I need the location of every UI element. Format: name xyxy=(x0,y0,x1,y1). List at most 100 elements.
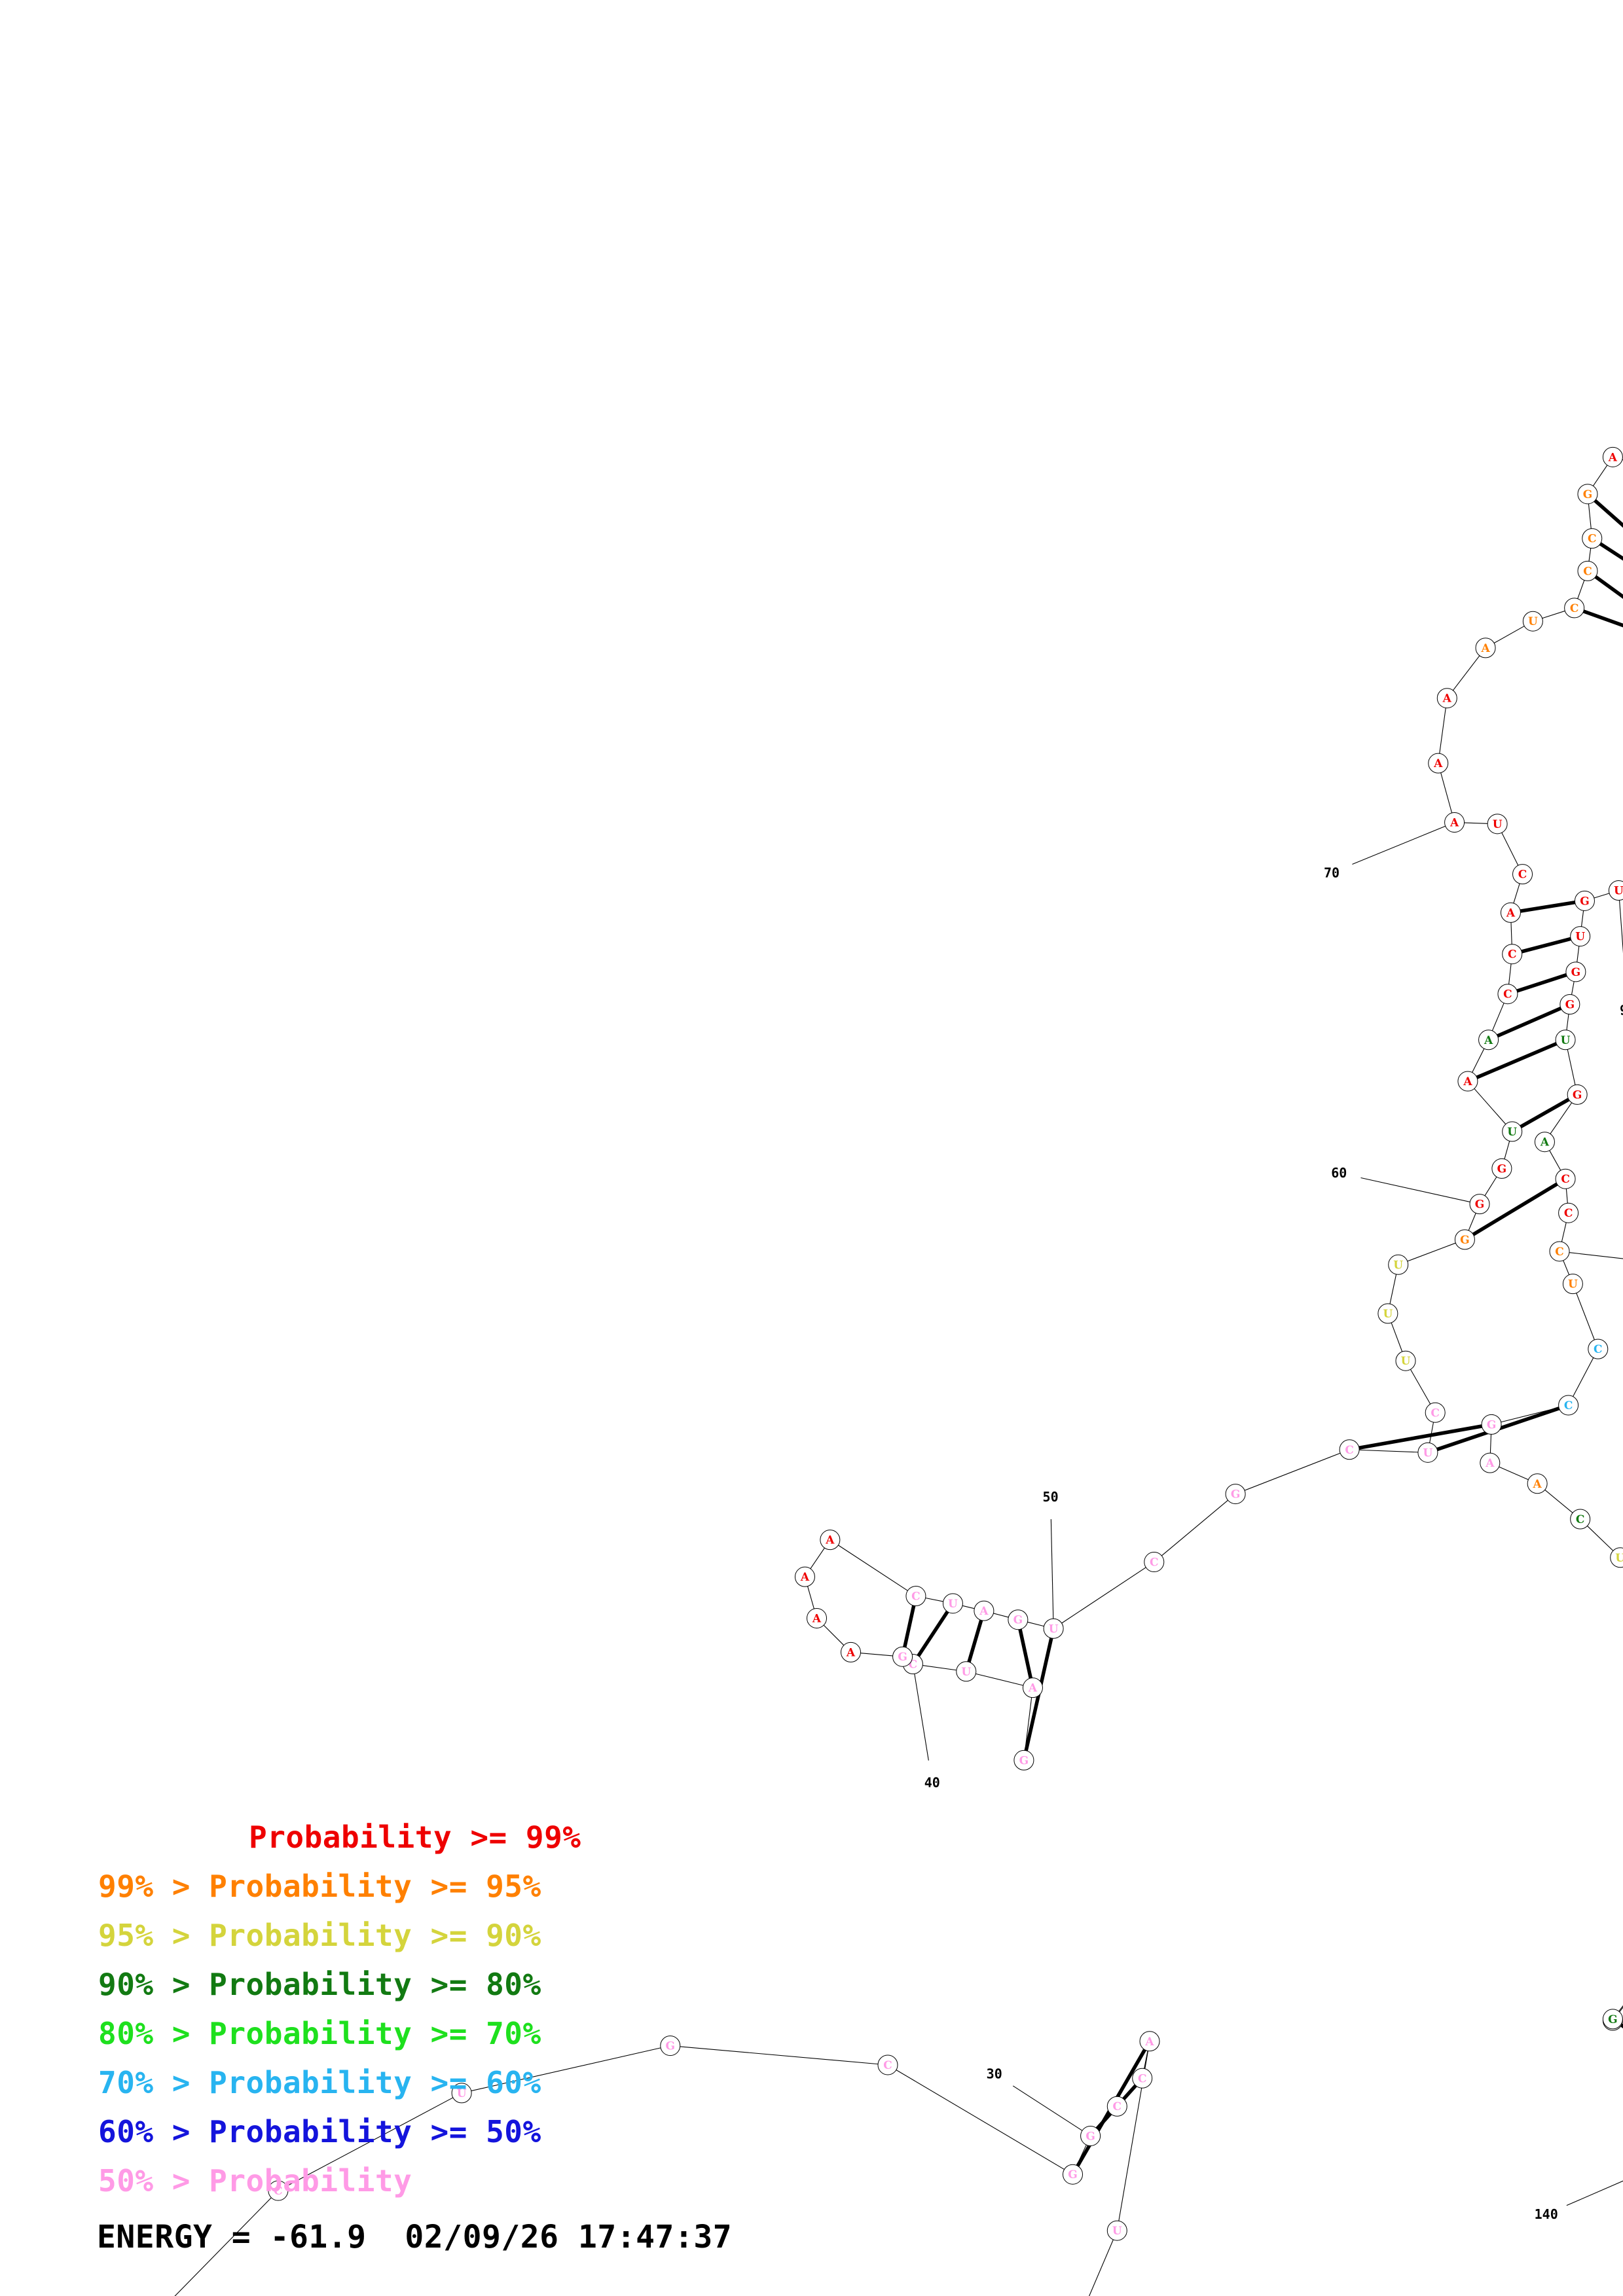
nucleotide-76[interactable]: C xyxy=(1577,560,1598,581)
nucleotide-55[interactable]: C xyxy=(1425,1402,1446,1423)
backbone-segment xyxy=(1588,503,1592,529)
nucleotide-99[interactable]: C xyxy=(1558,1202,1579,1223)
backbone-segment xyxy=(1407,1242,1456,1262)
nucleotide-48[interactable]: A xyxy=(974,1600,994,1621)
nucleotide-97[interactable]: A xyxy=(1534,1132,1555,1153)
nucleotide-37[interactable]: G xyxy=(1013,1749,1034,1770)
nucleotide-72[interactable]: A xyxy=(1436,688,1457,709)
nucleotide-circle xyxy=(1481,1414,1502,1435)
nucleotide-letter: A xyxy=(812,1612,822,1625)
nucleotide-101[interactable]: U xyxy=(1562,1274,1583,1295)
nucleotide-circle xyxy=(1577,560,1598,581)
nucleotide-66[interactable]: C xyxy=(1502,944,1523,965)
nucleotide-70[interactable]: A xyxy=(1444,812,1465,833)
nucleotide-95[interactable]: U xyxy=(1555,1030,1576,1050)
nucleotide-103[interactable]: C xyxy=(1558,1395,1579,1416)
nucleotide-25[interactable]: C xyxy=(268,2180,289,2201)
nucleotide-47[interactable]: U xyxy=(942,1593,963,1614)
nucleotide-27[interactable]: G xyxy=(660,2036,681,2056)
nucleotide-circle xyxy=(1549,1241,1570,1262)
nucleotide-50[interactable]: U xyxy=(1043,1618,1064,1639)
legend-row-5: 70% > Probability >= 60% xyxy=(98,2065,541,2100)
nucleotide-73[interactable]: A xyxy=(1475,637,1496,658)
legend-row-3: 90% > Probability >= 80% xyxy=(98,1967,541,2002)
nucleotide-44[interactable]: A xyxy=(794,1566,815,1587)
nucleotide-90[interactable]: U xyxy=(1608,880,1623,901)
nucleotide-29[interactable]: G xyxy=(1063,2164,1083,2185)
nucleotide-79[interactable]: A xyxy=(1602,446,1623,467)
nucleotide-78[interactable]: G xyxy=(1577,484,1598,505)
nucleotide-67[interactable]: A xyxy=(1500,902,1521,923)
nucleotide-letter: C xyxy=(1138,2072,1147,2085)
position-leader-line xyxy=(1050,1519,1054,1619)
nucleotide-100[interactable]: C xyxy=(1549,1241,1570,1262)
nucleotide-58[interactable]: U xyxy=(1388,1254,1409,1275)
nucleotide-63[interactable]: A xyxy=(1457,1071,1478,1092)
nucleotide-106[interactable]: A xyxy=(1527,1473,1548,1494)
nucleotide-circle xyxy=(1132,2068,1153,2089)
nucleotide-143[interactable]: G xyxy=(1602,2009,1623,2030)
nucleotide-letter: A xyxy=(1433,757,1443,770)
nucleotide-94[interactable]: G xyxy=(1559,994,1580,1015)
nucleotide-75[interactable]: C xyxy=(1564,598,1585,619)
nucleotide-51[interactable]: C xyxy=(1144,1552,1165,1573)
nucleotide-42[interactable]: A xyxy=(841,1641,861,1662)
nucleotide-71[interactable]: A xyxy=(1428,753,1449,774)
nucleotide-circle xyxy=(807,1607,828,1628)
nucleotide-56[interactable]: U xyxy=(1395,1350,1416,1371)
nucleotide-28[interactable]: C xyxy=(877,2054,898,2075)
nucleotide-49[interactable]: G xyxy=(1008,1609,1029,1630)
nucleotide-26[interactable]: U xyxy=(451,2083,472,2104)
nucleotide-letter: U xyxy=(1393,1259,1403,1272)
nucleotide-104[interactable]: G xyxy=(1481,1414,1502,1435)
nucleotide-64[interactable]: A xyxy=(1478,1030,1499,1050)
nucleotide-39[interactable]: U xyxy=(956,1661,977,1682)
nucleotide-52[interactable]: G xyxy=(1225,1484,1246,1505)
nucleotide-54[interactable]: U xyxy=(1417,1442,1438,1463)
nucleotide-68[interactable]: C xyxy=(1512,864,1533,885)
nucleotide-77[interactable]: C xyxy=(1582,528,1603,549)
backbone-segment xyxy=(1544,1489,1573,1513)
nucleotide-92[interactable]: U xyxy=(1570,926,1591,947)
position-label-90: 90 xyxy=(1620,1003,1623,1018)
nucleotide-91[interactable]: G xyxy=(1574,890,1595,911)
nucleotide-32[interactable]: C xyxy=(1132,2068,1153,2089)
nucleotide-93[interactable]: G xyxy=(1565,961,1586,982)
legend-row-4: 80% > Probability >= 70% xyxy=(98,2016,541,2051)
nucleotide-45[interactable]: A xyxy=(820,1530,841,1551)
nucleotide-74[interactable]: U xyxy=(1522,611,1543,632)
nucleotide-57[interactable]: U xyxy=(1377,1303,1398,1324)
nucleotide-30[interactable]: G xyxy=(1080,2125,1101,2146)
nucleotide-61[interactable]: G xyxy=(1491,1158,1512,1179)
nucleotide-33[interactable]: A xyxy=(1139,2031,1160,2052)
nucleotide-letter: C xyxy=(1503,988,1512,1001)
nucleotide-circle xyxy=(1522,611,1543,632)
nucleotide-circle xyxy=(1428,753,1449,774)
backbone-segment xyxy=(1468,1213,1476,1231)
nucleotide-102[interactable]: C xyxy=(1588,1338,1609,1359)
nucleotide-letter: U xyxy=(1575,931,1585,944)
nucleotide-circle xyxy=(1478,1030,1499,1050)
nucleotide-62[interactable]: U xyxy=(1502,1121,1523,1142)
backbone-segment xyxy=(1563,1260,1570,1276)
nucleotide-38[interactable]: A xyxy=(1022,1677,1043,1698)
nucleotide-65[interactable]: C xyxy=(1497,984,1518,1005)
nucleotide-letter: G xyxy=(1497,1162,1507,1175)
nucleotide-41[interactable]: G xyxy=(892,1646,913,1667)
nucleotide-circle xyxy=(1388,1254,1409,1275)
nucleotide-59[interactable]: G xyxy=(1454,1229,1475,1250)
legend-row-1: 99% > Probability >= 95% xyxy=(98,1869,541,1904)
nucleotide-105[interactable]: A xyxy=(1480,1452,1501,1473)
nucleotide-31[interactable]: C xyxy=(1106,2096,1127,2117)
nucleotide-69[interactable]: U xyxy=(1487,814,1508,834)
nucleotide-60[interactable]: G xyxy=(1469,1194,1490,1215)
nucleotide-107[interactable]: C xyxy=(1570,1509,1591,1530)
nucleotide-43[interactable]: A xyxy=(807,1607,828,1628)
nucleotide-98[interactable]: C xyxy=(1555,1168,1576,1189)
nucleotide-46[interactable]: C xyxy=(905,1586,926,1607)
nucleotide-96[interactable]: G xyxy=(1567,1084,1588,1105)
nucleotide-34[interactable]: U xyxy=(1106,2220,1127,2241)
nucleotide-letter: U xyxy=(1383,1308,1393,1321)
nucleotide-108[interactable]: U xyxy=(1610,1547,1623,1568)
nucleotide-53[interactable]: C xyxy=(1339,1439,1360,1460)
